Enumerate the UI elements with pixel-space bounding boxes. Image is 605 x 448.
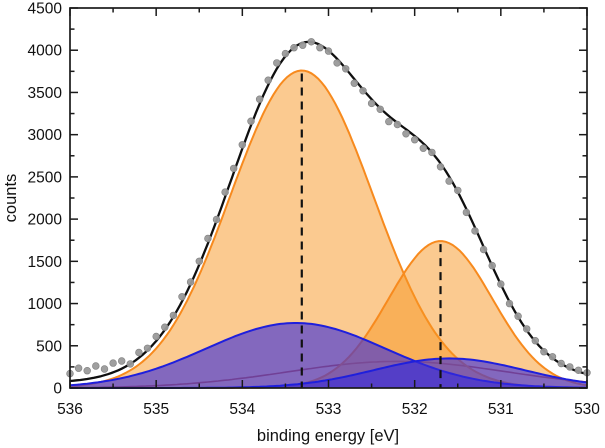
y-tick-label: 2500 bbox=[28, 169, 63, 186]
fit-peak-main-orange-fill bbox=[70, 70, 587, 388]
fit-peak-shoulder-orange-fill bbox=[70, 241, 587, 388]
x-tick-label: 533 bbox=[316, 401, 342, 418]
data-point bbox=[350, 79, 358, 87]
x-tick-label: 530 bbox=[574, 401, 600, 418]
data-point bbox=[74, 364, 83, 372]
data-point bbox=[273, 59, 281, 67]
y-tick-label: 0 bbox=[53, 381, 62, 398]
x-axis-title: binding energy [eV] bbox=[257, 427, 399, 445]
data-point bbox=[169, 311, 178, 320]
data-point bbox=[135, 348, 143, 357]
data-point bbox=[419, 144, 427, 152]
y-tick-label: 500 bbox=[36, 338, 62, 355]
scatter-points-layer bbox=[66, 38, 591, 378]
y-tick-label: 4000 bbox=[28, 43, 63, 60]
data-point bbox=[531, 337, 539, 345]
data-point bbox=[367, 99, 376, 108]
x-tick-label: 534 bbox=[229, 401, 255, 418]
data-point bbox=[324, 47, 333, 55]
y-tick-label: 1500 bbox=[28, 254, 63, 271]
data-point bbox=[385, 117, 393, 126]
data-point bbox=[497, 280, 505, 288]
data-point bbox=[514, 312, 522, 320]
fit-peak-broad-blue-1-fill bbox=[70, 323, 587, 388]
data-point bbox=[247, 117, 255, 125]
tick-labels-layer: 536 535 534 533 532 531 530 0 500 1000 1500 2000 250… bbox=[28, 1, 601, 419]
data-point bbox=[479, 245, 488, 254]
data-point bbox=[204, 234, 212, 243]
y-axis-title: counts bbox=[2, 174, 20, 223]
data-point bbox=[471, 227, 479, 235]
data-point bbox=[462, 208, 471, 217]
data-point bbox=[126, 360, 135, 368]
x-tick-label: 531 bbox=[488, 401, 514, 418]
data-point bbox=[221, 188, 229, 196]
data-point bbox=[488, 261, 496, 270]
peak-position-dashed-lines bbox=[300, 73, 442, 388]
data-point bbox=[161, 323, 169, 331]
data-point bbox=[290, 43, 298, 52]
data-point bbox=[359, 87, 367, 95]
data-point bbox=[186, 278, 195, 286]
y-tick-label: 3500 bbox=[28, 85, 63, 102]
data-point bbox=[152, 332, 160, 341]
data-point bbox=[574, 366, 583, 374]
data-point bbox=[255, 95, 264, 103]
data-point bbox=[100, 365, 109, 373]
axes-layer bbox=[69, 7, 588, 389]
y-tick-label: 1000 bbox=[28, 296, 63, 313]
data-point bbox=[238, 141, 247, 149]
data-point bbox=[402, 130, 410, 138]
data-point bbox=[566, 363, 574, 371]
data-point bbox=[299, 41, 307, 49]
data-point bbox=[454, 186, 462, 195]
data-point bbox=[445, 177, 453, 185]
data-point bbox=[557, 359, 565, 368]
x-tick-label: 536 bbox=[57, 401, 83, 418]
data-point bbox=[342, 65, 350, 73]
y-tick-label: 4500 bbox=[28, 1, 63, 18]
x-tick-label: 535 bbox=[143, 401, 169, 418]
component-peaks-layer bbox=[69, 69, 588, 389]
data-point bbox=[230, 164, 238, 173]
data-point bbox=[522, 325, 531, 333]
data-point bbox=[92, 362, 100, 370]
data-point bbox=[281, 49, 290, 58]
data-point bbox=[109, 359, 117, 367]
data-point bbox=[436, 163, 445, 171]
data-point bbox=[195, 257, 204, 265]
data-point bbox=[83, 367, 91, 375]
fit-peak-broad-blue-2-fill bbox=[70, 358, 587, 388]
data-point bbox=[505, 299, 514, 308]
data-point bbox=[117, 357, 126, 365]
data-point bbox=[428, 148, 436, 157]
data-point bbox=[316, 43, 324, 52]
y-tick-label: 3000 bbox=[28, 127, 63, 144]
y-tick-label: 2000 bbox=[28, 212, 63, 229]
data-point bbox=[212, 215, 221, 224]
data-point bbox=[178, 293, 186, 301]
data-point bbox=[411, 136, 419, 144]
data-point bbox=[143, 344, 152, 352]
x-tick-label: 532 bbox=[402, 401, 428, 418]
data-point bbox=[307, 38, 315, 46]
data-point bbox=[264, 76, 272, 84]
data-point bbox=[333, 59, 341, 67]
data-point bbox=[540, 348, 548, 356]
data-point bbox=[376, 105, 384, 114]
data-point bbox=[393, 120, 402, 129]
data-point bbox=[548, 353, 557, 361]
